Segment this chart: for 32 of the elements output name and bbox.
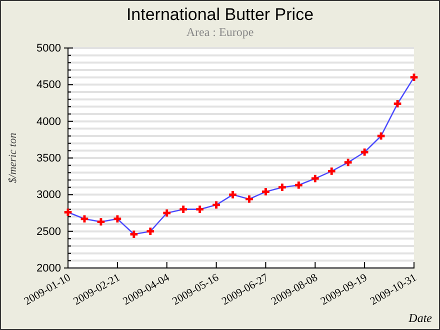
point (410, 74, 418, 82)
point (278, 184, 286, 192)
point (146, 228, 154, 236)
y-tick-label: 3000 (36, 189, 61, 202)
point (360, 148, 368, 156)
point (344, 158, 352, 166)
point (64, 208, 72, 216)
y-tick-label: 2000 (36, 262, 61, 275)
point (328, 168, 336, 175)
point (130, 230, 138, 238)
chart-title: International Butter Price (126, 5, 314, 24)
point (163, 209, 171, 217)
point (262, 188, 270, 196)
point (196, 206, 204, 214)
point (394, 100, 402, 108)
y-tick-label: 2500 (36, 226, 61, 238)
point (311, 174, 319, 182)
y-tick-label: 4000 (36, 116, 61, 128)
y-tick-label: 3500 (36, 152, 61, 165)
point (80, 215, 88, 223)
point (246, 195, 253, 203)
point (97, 218, 105, 226)
chart-subtitle: Area : Europe (186, 25, 254, 39)
point (212, 201, 220, 209)
point (180, 206, 188, 214)
y-tick-label: 5000 (36, 42, 61, 55)
y-tick-label: 4500 (36, 79, 61, 92)
y-axis-title: $/meric ton (7, 132, 19, 184)
point (114, 215, 122, 223)
point (294, 181, 302, 189)
point (229, 190, 236, 198)
x-axis-title: Date (408, 311, 433, 325)
